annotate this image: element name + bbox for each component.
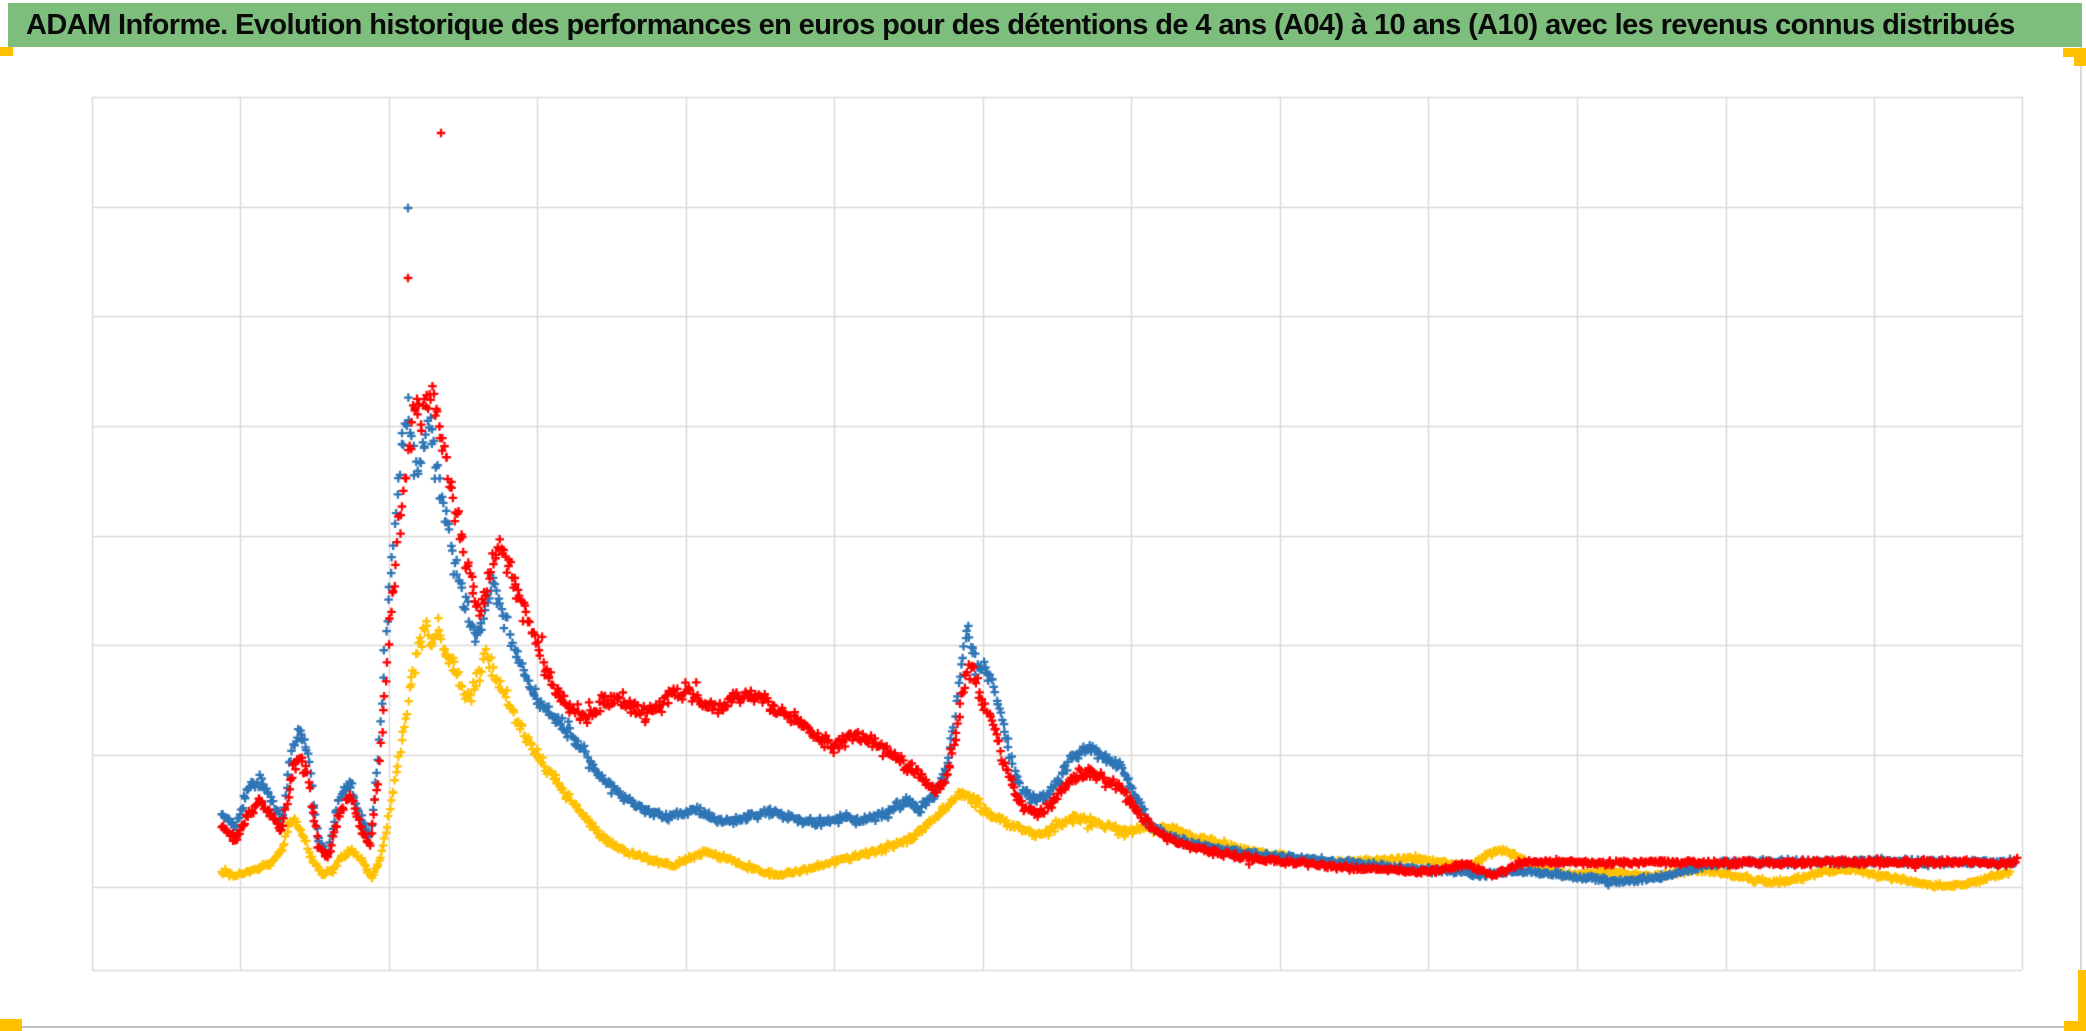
range-corner-top-right-v (2074, 48, 2086, 66)
range-corner-bottom-right-v (2078, 970, 2086, 1031)
page-title: ADAM Informe. Evolution historique des p… (26, 8, 2015, 41)
range-corner-top-left (0, 47, 13, 56)
bottom-rule (0, 1026, 2086, 1028)
right-rule (2080, 47, 2082, 1027)
title-bar: ADAM Informe. Evolution historique des p… (8, 3, 2082, 47)
range-corner-bottom-left (0, 1019, 22, 1031)
range-corner-bottom-right-h (2064, 1021, 2086, 1031)
